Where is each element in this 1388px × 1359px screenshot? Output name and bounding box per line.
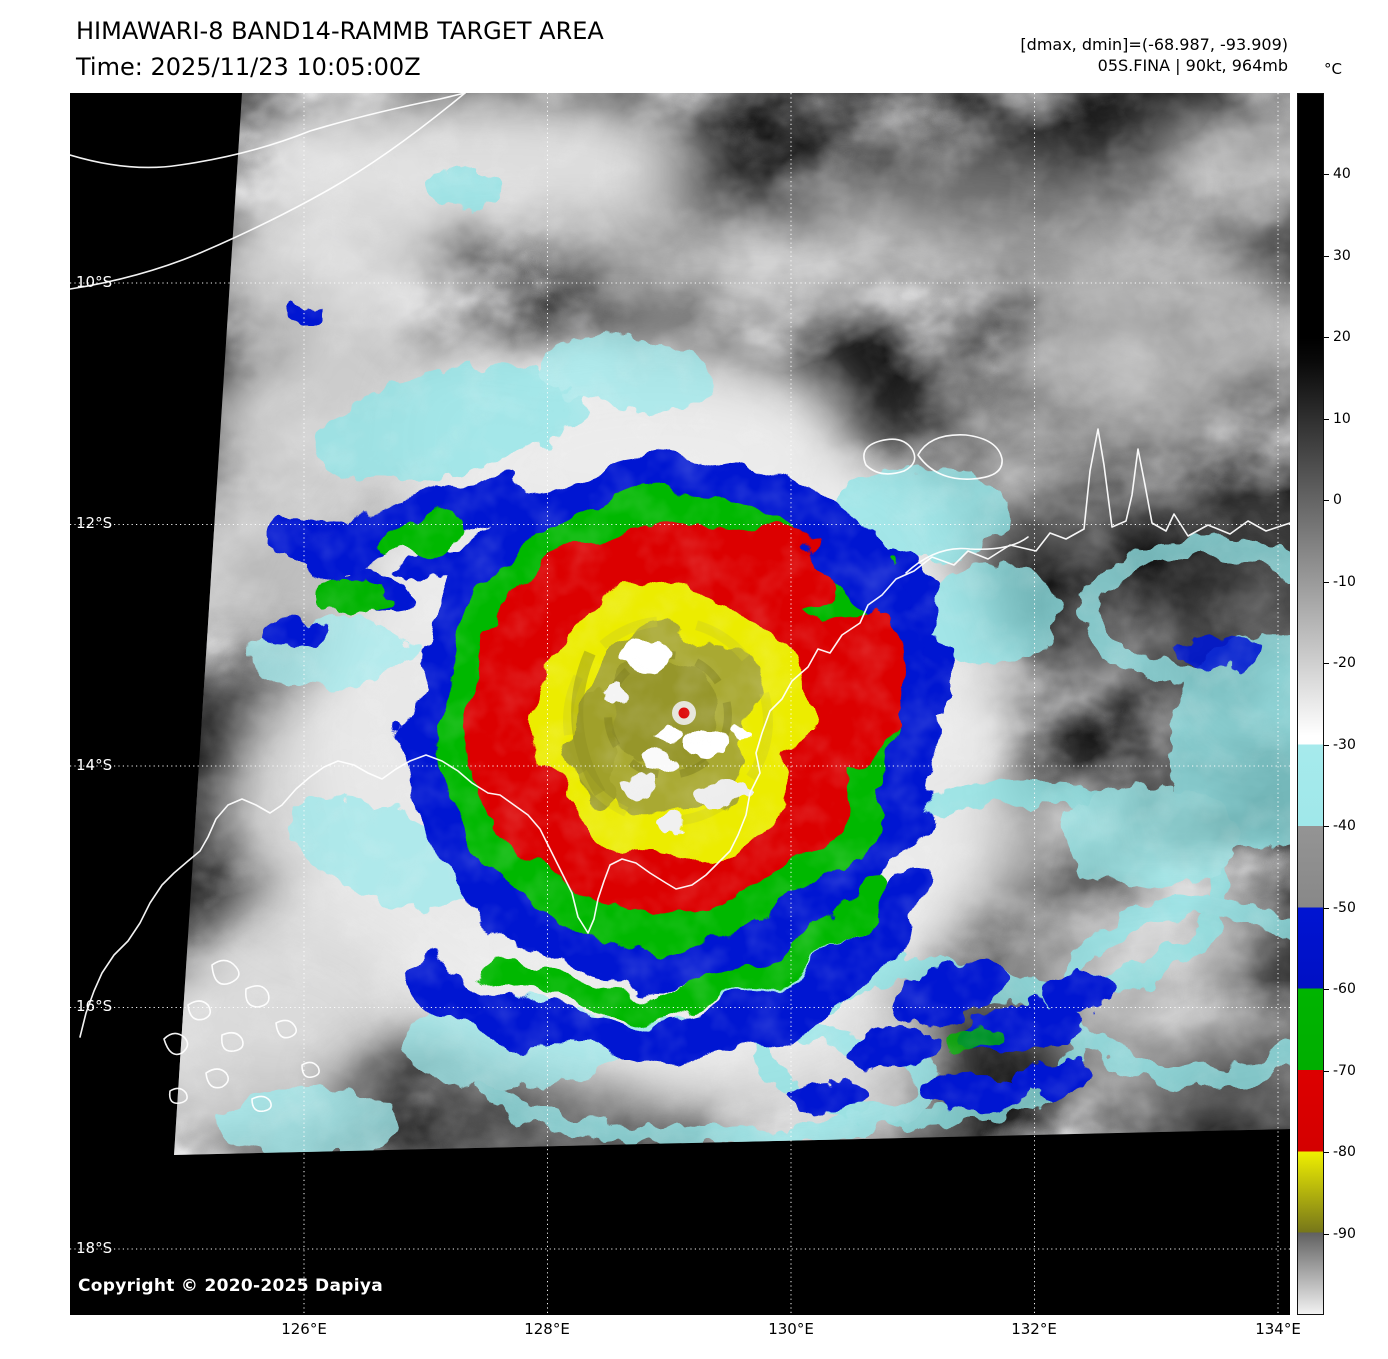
satellite-swath	[174, 93, 1290, 1155]
colorbar-ticks: 40 30 20 10 0 -10 -20 -30 -40 -50 -60 -7…	[1324, 93, 1385, 1315]
colorbar-tick-neg20: -20	[1324, 655, 1356, 671]
colorbar-tick-neg90: -90	[1324, 1226, 1356, 1242]
lat-label-12s: 12°S	[76, 514, 113, 532]
colorbar-unit: °C	[1324, 60, 1342, 78]
colorbar-tick-neg30: -30	[1324, 737, 1356, 753]
lat-label-10s: 10°S	[76, 273, 113, 291]
temperature-colorbar	[1297, 93, 1324, 1315]
coastlines	[69, 92, 1291, 1113]
coastline-timor-north	[69, 92, 466, 169]
coastline-van-diemen-gulf	[905, 536, 1029, 574]
coastline-australia	[79, 428, 1291, 1038]
gridlines	[70, 93, 1290, 1315]
storm-info-label: 05S.FINA | 90kt, 964mb	[1097, 56, 1288, 75]
lon-label-132e: 132°E	[1011, 1320, 1057, 1338]
kimberley-islands	[163, 959, 320, 1113]
satellite-image	[69, 92, 1291, 1315]
lon-label-134e: 134°E	[1255, 1320, 1301, 1338]
fine-texture	[174, 93, 1290, 1155]
lon-label-128e: 128°E	[524, 1320, 570, 1338]
island-melville	[917, 434, 1003, 480]
copyright-label: Copyright © 2020-2025 Dapiya	[78, 1276, 383, 1296]
colorbar-tick-neg70: -70	[1324, 1063, 1356, 1079]
dmax-dmin-label: [dmax, dmin]=(-68.987, -93.909)	[1020, 35, 1288, 54]
colorbar-tick-20: 20	[1324, 329, 1351, 345]
colorbar-tick-0: 0	[1324, 492, 1342, 508]
colorbar-tick-30: 30	[1324, 248, 1351, 264]
lat-label-14s: 14°S	[76, 756, 113, 774]
colorbar-tick-40: 40	[1324, 166, 1351, 182]
colorbar-tick-neg80: -80	[1324, 1144, 1356, 1160]
satellite-map: 10°S 12°S 14°S 16°S 18°S Copyright © 202…	[69, 92, 1291, 1315]
lat-label-18s: 18°S	[76, 1239, 113, 1257]
lon-label-130e: 130°E	[768, 1320, 814, 1338]
colorbar-tick-neg40: -40	[1324, 818, 1356, 834]
coastline-timor-south	[69, 92, 466, 290]
colorbar-tick-10: 10	[1324, 411, 1351, 427]
lat-label-16s: 16°S	[76, 997, 113, 1015]
island-bathurst	[863, 438, 916, 475]
time-label: Time: 2025/11/23 10:05:00Z	[76, 53, 421, 81]
page-title: HIMAWARI-8 BAND14-RAMMB TARGET AREA	[76, 17, 604, 45]
colorbar-tick-neg50: -50	[1324, 900, 1356, 916]
colorbar-tick-neg10: -10	[1324, 574, 1356, 590]
lon-label-126e: 126°E	[281, 1320, 327, 1338]
header-meta: [dmax, dmin]=(-68.987, -93.909) 05S.FINA…	[1020, 34, 1288, 76]
colorbar-tick-neg60: -60	[1324, 981, 1356, 997]
